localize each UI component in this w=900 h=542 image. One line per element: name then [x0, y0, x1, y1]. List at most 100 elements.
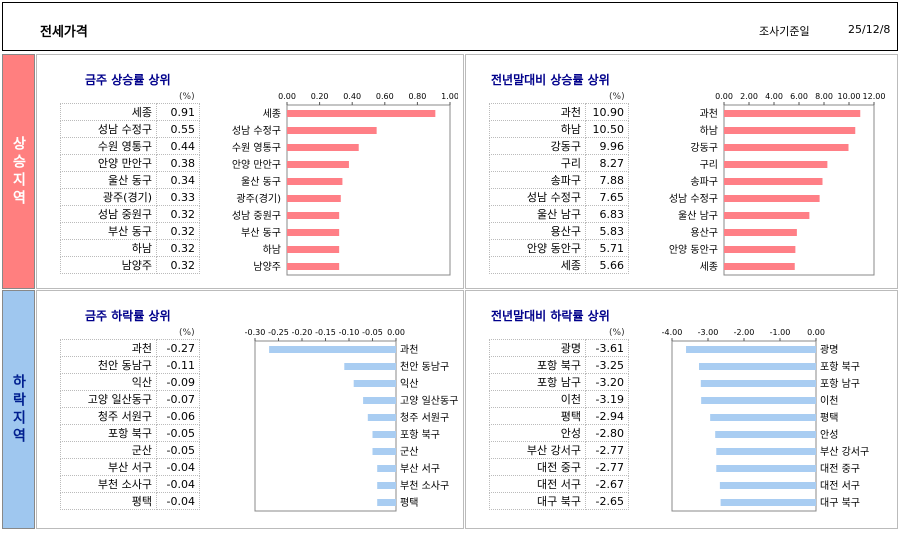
bar [710, 414, 816, 421]
region-value: 0.55 [156, 120, 200, 138]
ytd-up-title: 전년말대비 상승률 상위 [491, 73, 610, 87]
table-row: 용산구 5.83 [489, 222, 629, 240]
bar [377, 482, 396, 489]
region-name: 대전 서구 [489, 475, 586, 493]
weekly-down-table: 과천 -0.27 천안 동남구 -0.11 익산 -0.09 고양 일산동구 -0.07 청주 … [60, 339, 200, 510]
region-value: 8.27 [585, 154, 629, 172]
x-tick-label: 0.20 [311, 92, 329, 101]
region-name: 평택 [60, 492, 157, 510]
weekly-up-table: 세종 0.91 성남 수정구 0.55 수원 영통구 0.44 안양 만안구 0.38 울산 동… [60, 103, 200, 274]
category-label: 평택 [820, 412, 838, 424]
ytd-down-panel: 전년말대비 하락률 상위 (%) 광명 -3.61 포항 북구 -3.25 포항 남구 -3.… [465, 290, 898, 529]
falling-region-label: 하락지역 [10, 373, 27, 446]
bar [287, 246, 340, 253]
region-value: -2.65 [585, 492, 629, 510]
region-value: 6.83 [585, 205, 629, 223]
category-label: 이천 [820, 395, 838, 407]
region-value: -2.94 [585, 407, 629, 425]
table-row: 대전 서구 -2.67 [489, 475, 629, 493]
table-row: 익산 -0.09 [60, 373, 200, 391]
x-tick-label: -0.05 [362, 328, 383, 337]
rising-region-band: 상승지역 [2, 54, 35, 289]
region-value: 0.32 [156, 205, 200, 223]
table-row: 울산 남구 6.83 [489, 205, 629, 223]
region-name: 하남 [489, 120, 586, 138]
region-value: 5.83 [585, 222, 629, 240]
weekly-down-title: 금주 하락률 상위 [85, 309, 171, 323]
region-name: 고양 일산동구 [60, 390, 157, 408]
survey-date-label: 조사기준일 [759, 25, 810, 38]
bar [287, 178, 343, 185]
region-value: -0.04 [156, 475, 200, 493]
x-tick-label: -0.15 [315, 328, 336, 337]
bar [701, 397, 816, 404]
category-label: 송파구 [690, 176, 718, 188]
bar [724, 110, 861, 117]
ytd-up-chart: 0.00 2.00 4.00 6.00 8.00 10.00 12.00 과천하남강동구구리송… [669, 92, 885, 276]
region-name: 포항 북구 [60, 424, 157, 442]
category-label: 부산 강서구 [820, 446, 869, 458]
region-name: 군산 [60, 441, 157, 459]
category-label: 용산구 [690, 227, 718, 239]
bar [367, 414, 396, 421]
region-name: 이천 [489, 390, 586, 408]
region-name: 과천 [489, 103, 586, 121]
region-value: 0.91 [156, 103, 200, 121]
x-tick-label: -0.20 [292, 328, 313, 337]
table-row: 과천 10.90 [489, 103, 629, 121]
region-value: 10.50 [585, 120, 629, 138]
region-value: 0.33 [156, 188, 200, 206]
x-tick-label: 1.00 [441, 92, 458, 101]
category-label: 하남 [263, 243, 281, 256]
table-row: 부산 강서구 -2.77 [489, 441, 629, 459]
category-label: 세종 [700, 261, 718, 273]
bar [716, 448, 816, 455]
category-label: 포항 북구 [400, 429, 440, 441]
region-value: -3.61 [585, 339, 629, 357]
region-value: -0.04 [156, 458, 200, 476]
region-name: 천안 동남구 [60, 356, 157, 374]
ytd-up-table: 과천 10.90 하남 10.50 강동구 9.96 구리 8.27 송파구 7.88 성남 수정구… [489, 103, 629, 274]
table-row: 구리 8.27 [489, 154, 629, 172]
region-name: 부산 서구 [60, 458, 157, 476]
region-name: 부산 강서구 [489, 441, 586, 459]
table-row: 고양 일산동구 -0.07 [60, 390, 200, 408]
weekly-up-unit: (%) [179, 92, 195, 102]
table-row: 이천 -3.19 [489, 390, 629, 408]
region-name: 부천 소사구 [60, 475, 157, 493]
x-tick-label: -1.00 [770, 328, 791, 337]
bar [699, 363, 816, 370]
category-label: 성남 중원구 [232, 210, 281, 222]
region-value: -2.77 [585, 458, 629, 476]
bar [715, 431, 816, 438]
region-value: 0.32 [156, 239, 200, 257]
category-label: 고양 일산동구 [400, 395, 458, 407]
category-label: 부천 소사구 [400, 480, 449, 492]
bar [724, 178, 823, 185]
region-value: 0.44 [156, 137, 200, 155]
bar [719, 482, 816, 489]
bar [269, 346, 396, 353]
x-tick-label: 2.00 [740, 92, 758, 101]
region-name: 청주 서원구 [60, 407, 157, 425]
region-value: 5.66 [585, 256, 629, 274]
category-label: 청주 서원구 [400, 412, 449, 424]
region-name: 용산구 [489, 222, 586, 240]
x-tick-label: 0.00 [715, 92, 733, 101]
bar [287, 127, 377, 134]
x-tick-label: -0.25 [268, 328, 289, 337]
table-row: 안양 동안구 5.71 [489, 239, 629, 257]
category-label: 울산 동구 [241, 176, 281, 188]
table-row: 광명 -3.61 [489, 339, 629, 357]
category-label: 광주(경기) [236, 192, 281, 205]
category-label: 포항 남구 [820, 378, 860, 390]
bar [287, 212, 340, 219]
region-name: 대구 북구 [489, 492, 586, 510]
region-value: -2.67 [585, 475, 629, 493]
table-row: 포항 북구 -0.05 [60, 424, 200, 442]
weekly-down-panel: 금주 하락률 상위 (%) 과천 -0.27 천안 동남구 -0.11 익산 -0.09 고양 … [36, 290, 464, 529]
bar [287, 229, 340, 236]
table-row: 남양주 0.32 [60, 256, 200, 274]
survey-date-value: 25/12/8 [848, 23, 891, 36]
